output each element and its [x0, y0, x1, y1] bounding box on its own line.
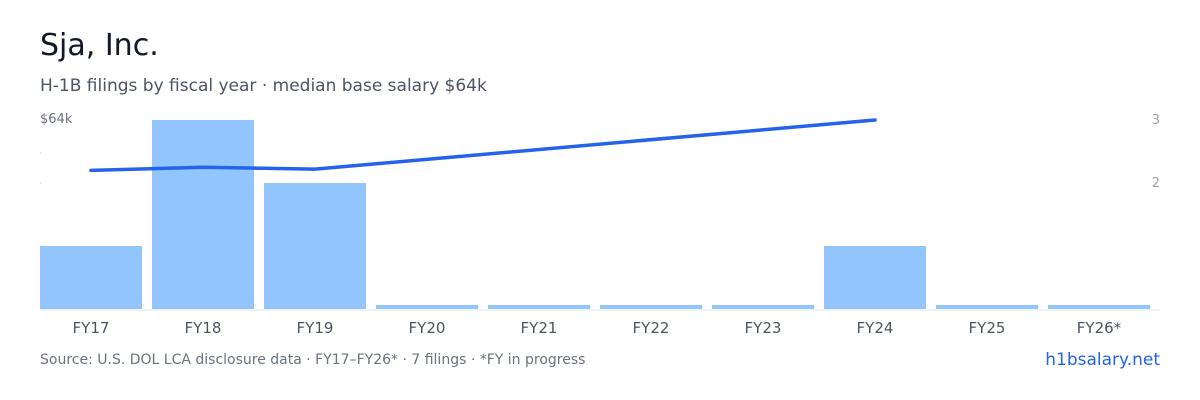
x-tick-label: FY17 — [73, 319, 110, 337]
left-axis-tick-dot — [40, 182, 42, 184]
left-axis-tick-dot — [40, 152, 42, 154]
source-note: Source: U.S. DOL LCA disclosure data · F… — [40, 352, 586, 368]
x-tick-label: FY25 — [969, 319, 1006, 337]
bar-fy17 — [40, 246, 142, 309]
bar-fy24 — [824, 246, 926, 309]
x-tick-label: FY23 — [745, 319, 782, 337]
right-axis-tick-label: 3 — [1152, 113, 1160, 128]
x-tick-label: FY22 — [633, 319, 670, 337]
bar-fy20 — [376, 305, 478, 309]
bar-fy26-partial — [1048, 305, 1150, 309]
chart-subtitle: H-1B filings by fiscal year · median bas… — [40, 76, 487, 96]
right-axis-tick-label: 2 — [1152, 176, 1160, 191]
x-tick-label: FY18 — [185, 319, 222, 337]
x-tick-label: FY20 — [409, 319, 446, 337]
x-tick-label: FY26* — [1077, 319, 1122, 337]
chart-title: Sja, Inc. — [40, 28, 159, 63]
bar-fy25 — [936, 305, 1038, 309]
x-tick-label: FY21 — [521, 319, 558, 337]
x-tick-label: FY19 — [297, 319, 334, 337]
bar-fy22 — [600, 305, 702, 309]
x-tick-label: FY24 — [857, 319, 894, 337]
salary-line — [89, 118, 877, 173]
bar-fy18 — [152, 120, 254, 309]
bar-fy19 — [264, 183, 366, 309]
bar-fy23 — [712, 305, 814, 309]
bar-fy21 — [488, 305, 590, 309]
left-axis-max-label: $64k — [40, 112, 73, 127]
site-link[interactable]: h1bsalary.net — [1045, 350, 1160, 370]
